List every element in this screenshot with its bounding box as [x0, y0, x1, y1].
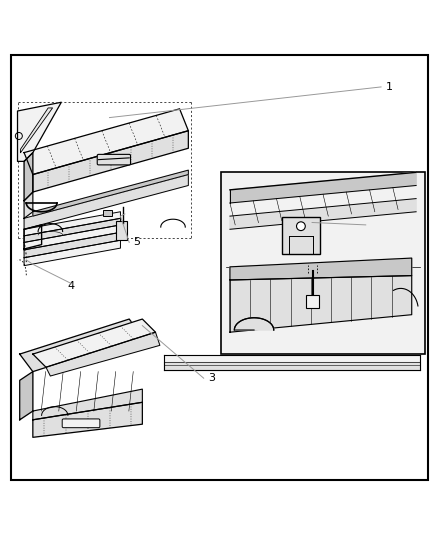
Polygon shape	[33, 319, 155, 367]
Polygon shape	[234, 318, 274, 330]
Polygon shape	[18, 102, 61, 161]
Polygon shape	[24, 174, 188, 229]
Polygon shape	[46, 332, 160, 376]
Text: 2: 2	[370, 220, 377, 230]
Polygon shape	[24, 152, 33, 201]
Polygon shape	[24, 232, 120, 258]
Text: 3: 3	[208, 373, 215, 383]
Bar	[116, 221, 127, 240]
Polygon shape	[24, 212, 120, 236]
Polygon shape	[164, 356, 420, 362]
Polygon shape	[24, 240, 120, 265]
FancyBboxPatch shape	[62, 419, 100, 427]
Polygon shape	[24, 225, 120, 250]
Text: 5: 5	[134, 237, 141, 247]
Polygon shape	[24, 192, 33, 219]
Text: 1: 1	[385, 82, 392, 92]
Polygon shape	[20, 372, 33, 420]
FancyBboxPatch shape	[97, 155, 131, 165]
Polygon shape	[230, 258, 412, 280]
Circle shape	[297, 222, 305, 231]
Text: 4: 4	[68, 281, 75, 291]
Bar	[283, 217, 320, 254]
Polygon shape	[21, 108, 53, 152]
Polygon shape	[24, 109, 188, 174]
Polygon shape	[33, 402, 142, 437]
Polygon shape	[33, 170, 188, 216]
Bar	[221, 172, 425, 354]
Bar	[103, 209, 112, 216]
Polygon shape	[24, 219, 120, 243]
Polygon shape	[230, 172, 416, 203]
Polygon shape	[20, 319, 142, 372]
Polygon shape	[230, 199, 416, 229]
Polygon shape	[33, 131, 188, 192]
Bar	[306, 295, 319, 309]
Polygon shape	[24, 225, 42, 249]
Polygon shape	[230, 276, 412, 332]
Polygon shape	[33, 389, 142, 420]
Polygon shape	[164, 362, 420, 370]
